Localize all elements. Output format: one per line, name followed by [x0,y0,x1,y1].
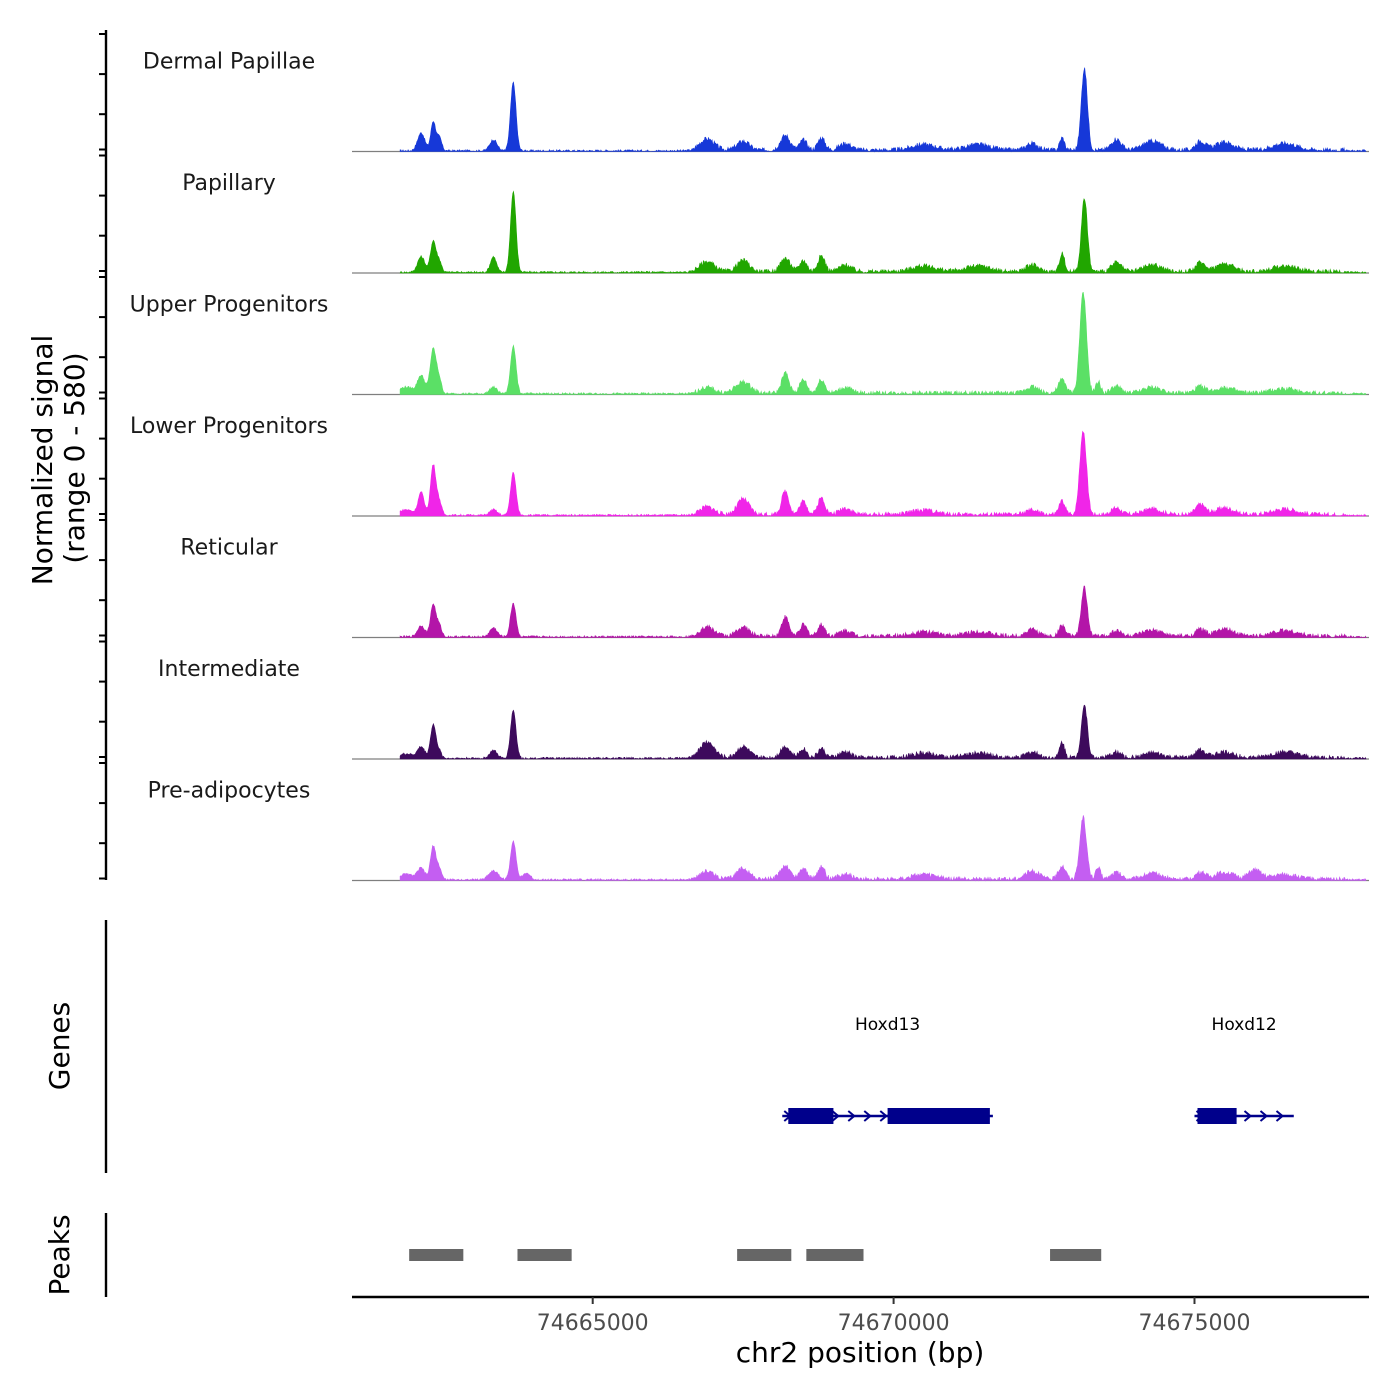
genes-track-title: Genes [43,1002,76,1090]
x-tick-label: 74670000 [838,1311,950,1336]
track-label: Lower Progenitors [130,414,328,439]
signal-area [399,430,1367,518]
gene-hoxd12: Hoxd12 [1194,1015,1294,1124]
x-tick-label: 74675000 [1138,1311,1250,1336]
signal-area [399,704,1367,761]
strand-arrow [863,1110,872,1122]
signal-area [399,190,1367,275]
track-papillary: Papillary [182,171,1369,275]
track-label: Upper Progenitors [130,293,329,318]
strand-arrow [1243,1110,1253,1122]
peak-region [1050,1249,1102,1261]
coverage-tracks: Dermal Papillae Papillary Upper Progenitor… [130,50,1369,882]
y-axis-brackets [99,30,108,1297]
signal-area [399,815,1367,882]
peaks-track-title: Peaks [43,1214,76,1295]
strand-arrow [1275,1110,1285,1122]
gene-label: Hoxd12 [1212,1015,1277,1035]
track-dermal-papillae: Dermal Papillae [143,50,1369,153]
track-label: Intermediate [158,657,300,682]
track-lower-progenitors: Lower Progenitors [130,414,1369,518]
strand-arrow [1259,1110,1269,1122]
x-tick-label: 74665000 [537,1311,649,1336]
y-axis-range-label: (range 0 - 580) [58,352,91,563]
track-label: Papillary [182,171,276,196]
gene-label: Hoxd13 [855,1015,920,1035]
peak-region [737,1249,792,1261]
gene-annotations: Hoxd13 Hoxd12 [782,1015,1294,1124]
strand-arrow [831,1110,840,1122]
peak-region [806,1249,864,1261]
y-axis-title: Normalized signal [26,335,59,586]
peak-region [517,1249,572,1261]
gene-exon [887,1108,990,1124]
peak-regions [409,1249,1102,1261]
track-label: Pre-adipocytes [148,779,311,804]
track-label: Reticular [180,536,278,561]
gene-exon [1197,1108,1237,1124]
track-intermediate: Intermediate [158,657,1369,761]
strand-arrow [847,1110,856,1122]
peak-region [409,1249,464,1261]
strand-arrow [879,1110,888,1122]
track-reticular: Reticular [180,536,1369,639]
gene-hoxd13: Hoxd13 [782,1015,993,1124]
track-pre-adipocytes: Pre-adipocytes [148,779,1369,882]
gene-exon [788,1108,834,1124]
track-label: Dermal Papillae [143,50,315,75]
track-upper-progenitors: Upper Progenitors [130,291,1369,396]
x-axis: 74665000 74670000 74675000 [352,1295,1369,1336]
signal-area [399,585,1367,639]
signal-area [399,291,1367,396]
signal-area [399,67,1367,153]
x-axis-title: chr2 position (bp) [736,1336,985,1369]
